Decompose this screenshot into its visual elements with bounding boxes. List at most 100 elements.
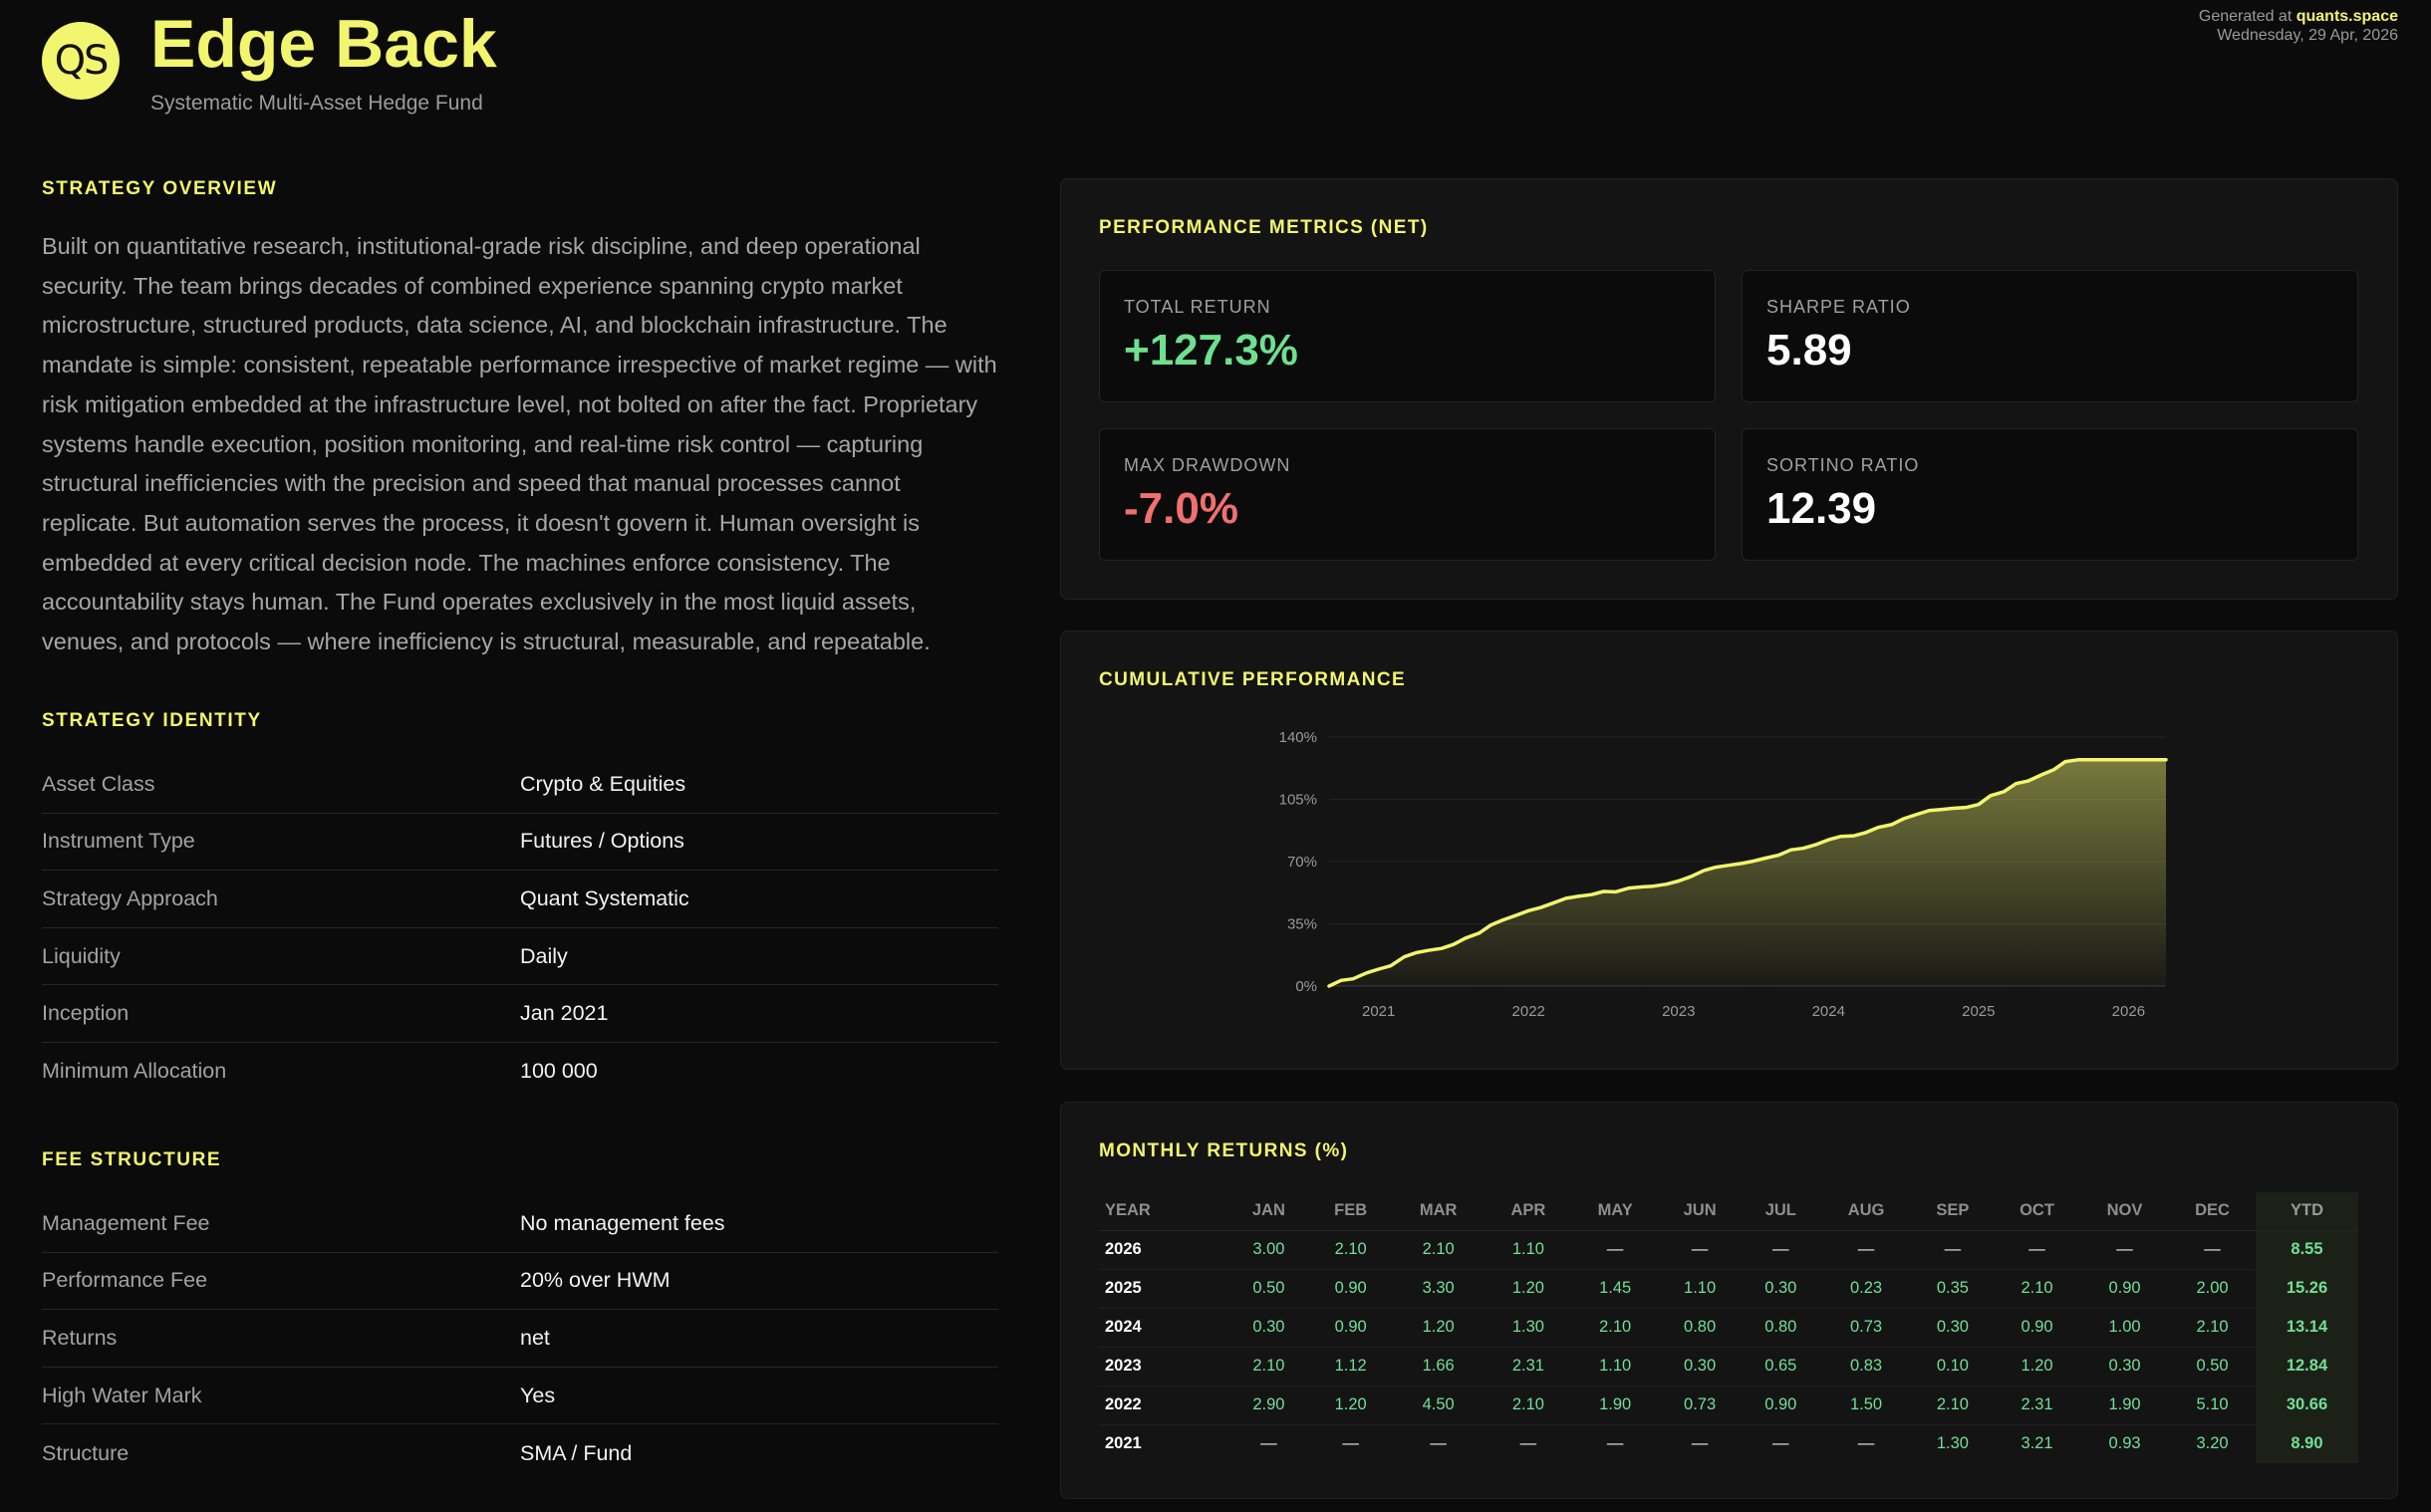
table-row: 2021 — — — — — — — — 1.30 3.21 0.93 3.20 8.90 [1099, 1424, 2358, 1463]
month-cell: — [2169, 1230, 2256, 1270]
ytd-cell: 12.84 [2255, 1347, 2358, 1386]
kv-row: High Water Mark Yes [42, 1368, 998, 1425]
metric-label: SORTINO RATIO [1766, 455, 1920, 475]
month-cell: 1.30 [1485, 1308, 1572, 1348]
month-cell: — [1994, 1230, 2080, 1270]
kv-row: Structure SMA / Fund [42, 1424, 998, 1482]
metric-value: 5.89 [1766, 326, 1852, 375]
month-cell: 0.30 [1911, 1308, 1995, 1348]
column-header: OCT [1994, 1192, 2080, 1231]
month-cell: 2.00 [2169, 1269, 2256, 1309]
x-tick-label: 2023 [1662, 1003, 1695, 1020]
year-cell: 2026 [1099, 1230, 1228, 1270]
generated-info: Generated at quants.space Wednesday, 29 … [2199, 7, 2398, 45]
table-row: 2023 2.10 1.12 1.66 2.31 1.10 0.30 0.65 0.83 0.10… [1099, 1347, 2358, 1386]
ytd-cell: 30.66 [2255, 1386, 2358, 1425]
kv-label: Management Fee [42, 1210, 210, 1235]
month-cell: 0.10 [1911, 1347, 1995, 1386]
month-cell: — [1430, 1434, 1447, 1453]
metric-max-drawdown: MAX DRAWDOWN -7.0% [1099, 428, 1716, 561]
month-cell: — [1911, 1230, 1995, 1270]
kv-value: Yes [520, 1383, 556, 1407]
table-row: 2024 0.30 0.90 1.20 1.30 2.10 0.80 0.80 0.73 0.30… [1099, 1308, 2358, 1348]
month-cell: 0.50 [1227, 1269, 1310, 1309]
month-cell: 3.21 [2021, 1434, 2053, 1453]
kv-value: Quant Systematic [520, 885, 689, 910]
kv-value: Futures / Options [520, 829, 684, 854]
metric-label: MAX DRAWDOWN [1124, 455, 1291, 475]
month-cell: 4.50 [1391, 1386, 1486, 1425]
month-cell: 1.90 [2079, 1386, 2170, 1425]
page-title: Edge Back [150, 6, 497, 82]
cumulative-performance-title: CUMULATIVE PERFORMANCE [1099, 669, 1407, 690]
ytd-cell: 13.14 [2255, 1308, 2358, 1348]
metric-label: SHARPE RATIO [1766, 297, 1911, 317]
year-cell: 2021 [1105, 1434, 1142, 1453]
month-cell: — [1772, 1434, 1789, 1453]
page-subtitle: Systematic Multi-Asset Hedge Fund [150, 92, 483, 115]
kv-row: Inception Jan 2021 [42, 985, 998, 1043]
kv-label: Minimum Allocation [42, 1059, 227, 1084]
metric-value: +127.3% [1124, 326, 1298, 375]
kv-value: Daily [520, 943, 568, 968]
monthly-returns-table: YEAR JAN FEB MAR APR MAY JUN JUL AUG SEP OCT NOV DEC… [1099, 1192, 2358, 1463]
month-cell: 1.50 [1820, 1386, 1912, 1425]
performance-metrics-title: PERFORMANCE METRICS (NET) [1099, 217, 1429, 238]
month-cell: 0.50 [2169, 1347, 2256, 1386]
month-cell: — [1658, 1230, 1742, 1270]
month-cell: 1.10 [1658, 1269, 1742, 1309]
kv-label: Asset Class [42, 771, 155, 796]
month-cell: — [1260, 1434, 1277, 1453]
kv-label: Inception [42, 1001, 130, 1026]
x-tick-label: 2026 [2112, 1003, 2145, 1020]
strategy-overview-title: STRATEGY OVERVIEW [42, 178, 278, 199]
month-cell: 0.65 [1741, 1347, 1821, 1386]
year-cell: 2023 [1099, 1347, 1228, 1386]
kv-label: Returns [42, 1325, 118, 1350]
generated-prefix: Generated at [2198, 8, 2293, 25]
month-cell: 2.10 [1911, 1386, 1995, 1425]
x-tick-label: 2024 [1812, 1003, 1845, 1020]
logo: QS [42, 22, 120, 100]
monthly-returns-panel: MONTHLY RETURNS (%) YEAR JAN FEB MAR APR MAY J… [1060, 1102, 2398, 1499]
month-cell: 2.10 [1227, 1347, 1310, 1386]
month-cell: 2.10 [1391, 1230, 1486, 1270]
month-cell: 0.73 [1820, 1308, 1912, 1348]
column-header: JAN [1227, 1192, 1310, 1231]
month-cell: 1.12 [1309, 1347, 1392, 1386]
month-cell: 1.10 [1485, 1230, 1572, 1270]
year-cell: 2024 [1099, 1308, 1228, 1348]
month-cell: 0.30 [2079, 1347, 2170, 1386]
month-cell: 0.90 [1309, 1308, 1392, 1348]
month-cell: 0.90 [2079, 1269, 2170, 1309]
month-cell: — [1741, 1230, 1821, 1270]
y-tick-label: 70% [1287, 854, 1317, 871]
strategy-identity-title: STRATEGY IDENTITY [42, 710, 262, 731]
monthly-returns-title: MONTHLY RETURNS (%) [1099, 1140, 1349, 1161]
month-cell: — [1342, 1434, 1359, 1453]
column-header: FEB [1309, 1192, 1392, 1231]
series-area [1329, 759, 2166, 986]
kv-value: SMA / Fund [520, 1440, 633, 1465]
y-tick-label: 35% [1287, 916, 1317, 933]
month-cell: 5.10 [2169, 1386, 2256, 1425]
month-cell: 0.90 [1741, 1386, 1821, 1425]
month-cell: 2.90 [1227, 1386, 1310, 1425]
month-cell: — [1571, 1230, 1659, 1270]
month-cell: — [1857, 1434, 1875, 1453]
cumulative-performance-chart: 0% 35% 70% 105% 140% 2021 2022 2023 2024 2025 2026 [1279, 729, 2168, 1020]
generated-site-link[interactable]: quants.space [2296, 8, 2398, 25]
kv-label: Liquidity [42, 943, 121, 968]
kv-value: Jan 2021 [520, 1001, 609, 1026]
month-cell: 1.10 [1571, 1347, 1659, 1386]
month-cell: — [1606, 1434, 1624, 1453]
kv-row: Management Fee No management fees [42, 1195, 998, 1253]
month-cell: 3.30 [1391, 1269, 1486, 1309]
month-cell: 1.30 [1936, 1434, 1969, 1453]
month-cell: 2.10 [1309, 1230, 1392, 1270]
series-line [1327, 757, 2168, 988]
month-cell: 0.83 [1820, 1347, 1912, 1386]
column-header: DEC [2169, 1192, 2256, 1231]
kv-label: Instrument Type [42, 829, 195, 854]
year-cell: 2025 [1099, 1269, 1228, 1309]
